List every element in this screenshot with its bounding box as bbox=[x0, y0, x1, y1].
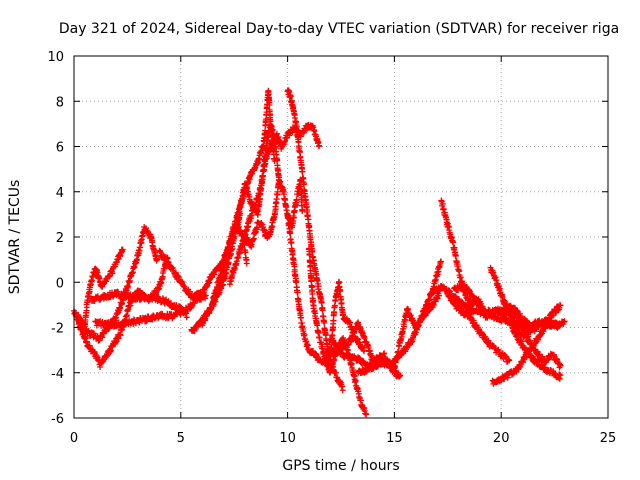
axis-ticks bbox=[73, 55, 609, 419]
y-tick-label: 6 bbox=[56, 141, 64, 156]
x-tick-label: 5 bbox=[177, 431, 185, 446]
data-point-markers bbox=[391, 285, 444, 372]
grid bbox=[74, 56, 608, 418]
x-tick-label: 0 bbox=[70, 431, 78, 446]
y-tick-label: -4 bbox=[51, 367, 64, 382]
x-tick-label: 15 bbox=[386, 431, 403, 446]
data-points bbox=[71, 87, 568, 418]
data-point-markers bbox=[81, 246, 126, 330]
x-tick-label: 20 bbox=[493, 431, 510, 446]
series-pass-2 bbox=[81, 246, 126, 330]
x-tick-labels: 0 5 10 15 20 25 bbox=[70, 431, 616, 446]
y-tick-label: 10 bbox=[47, 50, 64, 65]
series-pass-19 bbox=[391, 285, 444, 372]
data-point-markers bbox=[327, 278, 367, 365]
x-tick-label: 10 bbox=[279, 431, 296, 446]
y-tick-label: -6 bbox=[51, 412, 64, 427]
x-axis-label: GPS time / hours bbox=[282, 458, 399, 474]
y-tick-labels: -6 -4 -2 0 2 4 6 8 10 bbox=[47, 50, 64, 427]
y-tick-label: 4 bbox=[56, 186, 64, 201]
series-pass-27 bbox=[523, 334, 564, 371]
series-pass-26 bbox=[508, 323, 564, 382]
data-point-markers bbox=[209, 87, 278, 306]
data-point-markers bbox=[444, 290, 513, 365]
series-pass-17 bbox=[327, 278, 367, 365]
y-tick-label: -2 bbox=[51, 322, 64, 337]
series-pass-10 bbox=[209, 87, 278, 306]
y-tick-label: 8 bbox=[56, 95, 64, 110]
series-pass-6 bbox=[88, 288, 190, 321]
data-point-markers bbox=[523, 334, 564, 371]
series-pass-22 bbox=[444, 290, 513, 365]
chart-title: Day 321 of 2024, Sidereal Day-to-day VTE… bbox=[59, 21, 619, 37]
data-point-markers bbox=[508, 323, 564, 382]
series-pass-24 bbox=[487, 264, 564, 341]
y-axis-label: SDTVAR / TECUs bbox=[7, 180, 23, 295]
y-tick-label: 0 bbox=[56, 276, 64, 291]
y-tick-label: 2 bbox=[56, 231, 64, 246]
data-point-markers bbox=[88, 288, 190, 321]
x-tick-label: 25 bbox=[600, 431, 617, 446]
data-point-markers bbox=[487, 264, 564, 341]
